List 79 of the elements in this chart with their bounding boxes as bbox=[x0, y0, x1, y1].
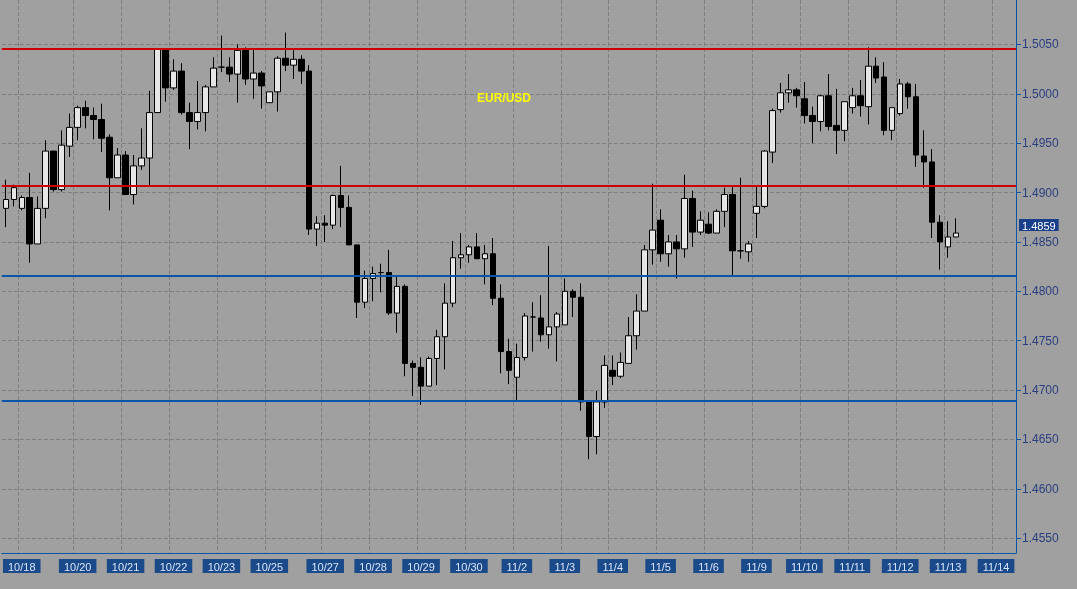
x-tick-label: 11/9 bbox=[746, 560, 767, 573]
candlestick bbox=[3, 179, 9, 228]
x-tick-label: 10/25 bbox=[255, 560, 284, 573]
candlestick bbox=[338, 165, 344, 228]
candlestick bbox=[474, 232, 480, 260]
x-tick-label: 11/6 bbox=[698, 560, 719, 573]
y-tick-label: 1.5050 bbox=[1022, 37, 1060, 52]
x-tick-label: 10/30 bbox=[455, 560, 483, 573]
candlestick bbox=[402, 283, 408, 377]
x-tick-label: 11/13 bbox=[934, 560, 962, 573]
y-tick-label: 1.4800 bbox=[1022, 284, 1060, 299]
candlestick bbox=[458, 232, 464, 270]
candlestick bbox=[929, 148, 935, 239]
y-tick-label: 1.4700 bbox=[1022, 383, 1060, 398]
candlestick bbox=[11, 184, 17, 207]
y-tick-label: 1.4900 bbox=[1022, 185, 1060, 200]
candlestick bbox=[426, 355, 432, 387]
candlestick bbox=[354, 244, 360, 319]
y-tick-label: 1.4600 bbox=[1022, 481, 1060, 496]
candlestick bbox=[937, 214, 943, 271]
candlestick bbox=[945, 220, 951, 259]
candlestick bbox=[386, 249, 392, 316]
x-tick-label: 11/2 bbox=[506, 560, 528, 573]
x-tick-label: 10/20 bbox=[63, 560, 92, 573]
x-tick-label: 11/3 bbox=[554, 560, 576, 573]
candlestick bbox=[881, 61, 887, 136]
candlestick bbox=[953, 217, 959, 238]
candlestick bbox=[434, 329, 440, 386]
x-tick-label: 11/12 bbox=[886, 560, 914, 573]
candlestick bbox=[330, 194, 336, 230]
x-tick-label: 11/5 bbox=[650, 560, 671, 573]
candlestick bbox=[322, 214, 328, 243]
y-tick-label: 1.4850 bbox=[1022, 234, 1060, 249]
text: 1.4859 bbox=[1022, 219, 1056, 232]
x-tick-label: 10/22 bbox=[159, 560, 188, 573]
x-tick-label: 11/11 bbox=[839, 560, 866, 573]
candlestick bbox=[905, 81, 911, 110]
candlestick bbox=[378, 263, 384, 293]
candlestick bbox=[514, 343, 520, 403]
candlestick bbox=[538, 294, 544, 343]
y-tick-label: 1.4750 bbox=[1022, 333, 1060, 348]
candlestick bbox=[530, 301, 536, 353]
candlestick bbox=[410, 359, 416, 397]
candlestick bbox=[466, 244, 472, 264]
candlestick bbox=[546, 245, 552, 350]
x-tick-label: 11/4 bbox=[602, 560, 624, 573]
x-tick-label: 10/28 bbox=[359, 560, 387, 573]
y-tick-label: 1.4550 bbox=[1022, 531, 1060, 546]
candlestick bbox=[562, 277, 568, 326]
candlestick bbox=[490, 237, 496, 306]
x-tick-label: 11/14 bbox=[982, 560, 1010, 573]
candlestick bbox=[921, 129, 927, 189]
candlestick bbox=[570, 288, 576, 318]
candlestick bbox=[897, 78, 903, 117]
x-tick-label: 10/21 bbox=[111, 560, 140, 573]
candlestick bbox=[482, 244, 488, 285]
x-tick-label: 10/23 bbox=[207, 560, 236, 573]
candlestick bbox=[362, 270, 368, 309]
text: EUR/USD bbox=[477, 91, 532, 105]
candlestick bbox=[578, 282, 584, 412]
x-tick-label: 10/27 bbox=[311, 560, 339, 573]
candlestick bbox=[506, 338, 512, 385]
candlestick bbox=[394, 275, 400, 334]
x-tick-label: 10/29 bbox=[407, 560, 435, 573]
candlestick bbox=[889, 107, 895, 141]
y-tick-label: 1.4650 bbox=[1022, 432, 1060, 447]
candlestick bbox=[913, 83, 919, 168]
candlestick bbox=[418, 356, 424, 406]
x-tick-label: 11/10 bbox=[791, 560, 818, 573]
candlestick bbox=[554, 311, 560, 362]
candlestick bbox=[314, 215, 320, 247]
y-tick-label: 1.4950 bbox=[1022, 136, 1060, 151]
candlestick bbox=[450, 240, 456, 308]
candlestick bbox=[498, 283, 504, 374]
candlestick bbox=[442, 282, 448, 370]
candlestick bbox=[346, 195, 352, 246]
y-tick-label: 1.5000 bbox=[1022, 86, 1060, 101]
candlestick bbox=[522, 312, 528, 361]
x-tick-label: 10/18 bbox=[7, 560, 36, 573]
